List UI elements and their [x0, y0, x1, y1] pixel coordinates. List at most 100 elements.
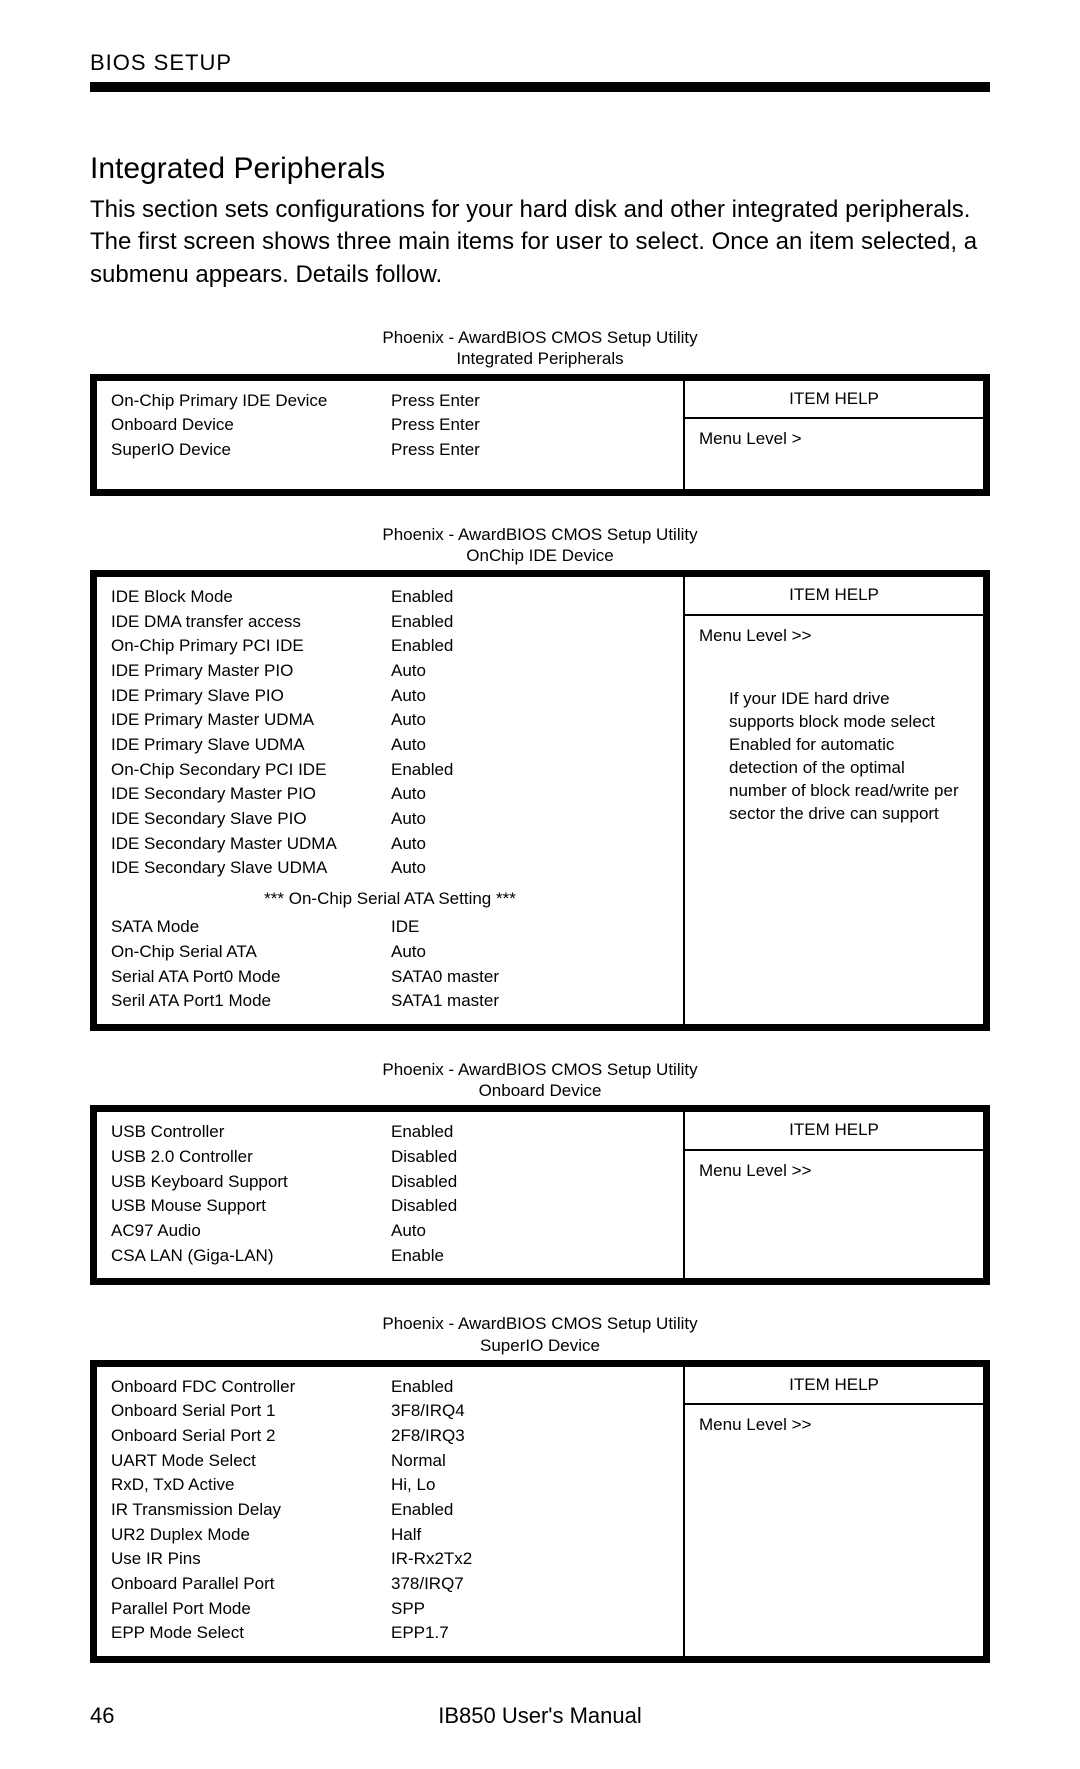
- row-label: IDE Secondary Master UDMA: [111, 832, 391, 857]
- help-body: Menu Level >>: [685, 1405, 983, 1448]
- row-label: IDE Block Mode: [111, 585, 391, 610]
- bios-caption-3: Phoenix - AwardBIOS CMOS Setup Utility O…: [90, 1059, 990, 1102]
- bios-row[interactable]: IDE Primary Master UDMAAuto: [111, 708, 669, 733]
- row-value: Enabled: [391, 1375, 669, 1400]
- bios-row[interactable]: SuperIO DevicePress Enter: [111, 438, 669, 463]
- row-value: Enabled: [391, 585, 669, 610]
- row-label: Serial ATA Port0 Mode: [111, 965, 391, 990]
- bios-box-onboard-device: USB ControllerEnabled USB 2.0 Controller…: [90, 1105, 990, 1285]
- row-label: IDE Secondary Slave UDMA: [111, 856, 391, 881]
- bios-row[interactable]: On-Chip Primary IDE DevicePress Enter: [111, 389, 669, 414]
- bios-box-integrated-peripherals: On-Chip Primary IDE DevicePress Enter On…: [90, 374, 990, 496]
- row-value: Press Enter: [391, 413, 669, 438]
- help-title: ITEM HELP: [685, 577, 983, 616]
- bios-row[interactable]: Onboard DevicePress Enter: [111, 413, 669, 438]
- bios-row[interactable]: IDE DMA transfer accessEnabled: [111, 610, 669, 635]
- help-body: Menu Level >>: [685, 1151, 983, 1194]
- bios-row[interactable]: IDE Secondary Master PIOAuto: [111, 782, 669, 807]
- bios-row[interactable]: IDE Primary Master PIOAuto: [111, 659, 669, 684]
- bios-caption-2: Phoenix - AwardBIOS CMOS Setup Utility O…: [90, 524, 990, 567]
- bios-row[interactable]: Onboard Parallel Port378/IRQ7: [111, 1572, 669, 1597]
- row-label: IR Transmission Delay: [111, 1498, 391, 1523]
- row-label: CSA LAN (Giga-LAN): [111, 1244, 391, 1269]
- bios-help-panel: ITEM HELP Menu Level >>: [683, 1367, 983, 1656]
- bios-row[interactable]: IDE Secondary Slave UDMAAuto: [111, 856, 669, 881]
- row-label: Seril ATA Port1 Mode: [111, 989, 391, 1014]
- row-value: Auto: [391, 659, 669, 684]
- row-value: Press Enter: [391, 438, 669, 463]
- row-label: Onboard Parallel Port: [111, 1572, 391, 1597]
- bios-row[interactable]: IDE Secondary Master UDMAAuto: [111, 832, 669, 857]
- bios-row[interactable]: Onboard Serial Port 13F8/IRQ4: [111, 1399, 669, 1424]
- caption-screen: OnChip IDE Device: [90, 545, 990, 566]
- row-label: Onboard Serial Port 2: [111, 1424, 391, 1449]
- bios-row[interactable]: IDE Block ModeEnabled: [111, 585, 669, 610]
- row-value: Auto: [391, 708, 669, 733]
- bios-row[interactable]: Onboard Serial Port 22F8/IRQ3: [111, 1424, 669, 1449]
- row-value: Half: [391, 1523, 669, 1548]
- bios-row[interactable]: CSA LAN (Giga-LAN)Enable: [111, 1244, 669, 1269]
- bios-row[interactable]: EPP Mode SelectEPP1.7: [111, 1621, 669, 1646]
- bios-row[interactable]: AC97 AudioAuto: [111, 1219, 669, 1244]
- row-value: Disabled: [391, 1170, 669, 1195]
- row-value: Auto: [391, 807, 669, 832]
- bios-row[interactable]: IDE Primary Slave UDMAAuto: [111, 733, 669, 758]
- bios-left-panel: Onboard FDC ControllerEnabled Onboard Se…: [97, 1367, 683, 1656]
- spacer: [790, 1703, 990, 1729]
- row-value: 378/IRQ7: [391, 1572, 669, 1597]
- page-header: BIOS SETUP: [90, 50, 990, 76]
- row-value: IR-Rx2Tx2: [391, 1547, 669, 1572]
- bios-row[interactable]: Serial ATA Port0 ModeSATA0 master: [111, 965, 669, 990]
- bios-row[interactable]: Seril ATA Port1 ModeSATA1 master: [111, 989, 669, 1014]
- bios-row[interactable]: UART Mode SelectNormal: [111, 1449, 669, 1474]
- header-rule: [90, 82, 990, 92]
- row-label: IDE Primary Slave UDMA: [111, 733, 391, 758]
- bios-row[interactable]: RxD, TxD ActiveHi, Lo: [111, 1473, 669, 1498]
- row-value: Normal: [391, 1449, 669, 1474]
- row-label: IDE Secondary Master PIO: [111, 782, 391, 807]
- row-value: Hi, Lo: [391, 1473, 669, 1498]
- bios-row[interactable]: Use IR PinsIR-Rx2Tx2: [111, 1547, 669, 1572]
- bios-row[interactable]: USB Mouse SupportDisabled: [111, 1194, 669, 1219]
- row-value: Auto: [391, 856, 669, 881]
- section-title: Integrated Peripherals: [90, 152, 990, 186]
- bios-row[interactable]: USB 2.0 ControllerDisabled: [111, 1145, 669, 1170]
- section-divider: *** On-Chip Serial ATA Setting ***: [111, 887, 669, 912]
- caption-utility: Phoenix - AwardBIOS CMOS Setup Utility: [90, 327, 990, 348]
- row-label: Onboard Device: [111, 413, 391, 438]
- row-value: 3F8/IRQ4: [391, 1399, 669, 1424]
- intro-text: This section sets configurations for you…: [90, 194, 990, 291]
- manual-page: BIOS SETUP Integrated Peripherals This s…: [0, 0, 1080, 1769]
- row-value: SPP: [391, 1597, 669, 1622]
- bios-row[interactable]: IDE Primary Slave PIOAuto: [111, 684, 669, 709]
- help-title: ITEM HELP: [685, 1367, 983, 1406]
- bios-row[interactable]: Parallel Port ModeSPP: [111, 1597, 669, 1622]
- row-label: Use IR Pins: [111, 1547, 391, 1572]
- bios-row[interactable]: On-Chip Secondary PCI IDEEnabled: [111, 758, 669, 783]
- bios-row[interactable]: IR Transmission DelayEnabled: [111, 1498, 669, 1523]
- row-label: USB Controller: [111, 1120, 391, 1145]
- row-value: Enabled: [391, 758, 669, 783]
- bios-box-superio-device: Onboard FDC ControllerEnabled Onboard Se…: [90, 1360, 990, 1663]
- row-value: SATA1 master: [391, 989, 669, 1014]
- row-label: UR2 Duplex Mode: [111, 1523, 391, 1548]
- manual-name: IB850 User's Manual: [290, 1703, 790, 1729]
- bios-row[interactable]: On-Chip Serial ATAAuto: [111, 940, 669, 965]
- row-label: IDE DMA transfer access: [111, 610, 391, 635]
- bios-row[interactable]: USB ControllerEnabled: [111, 1120, 669, 1145]
- row-label: UART Mode Select: [111, 1449, 391, 1474]
- bios-row[interactable]: UR2 Duplex ModeHalf: [111, 1523, 669, 1548]
- row-value: IDE: [391, 915, 669, 940]
- bios-row[interactable]: USB Keyboard SupportDisabled: [111, 1170, 669, 1195]
- caption-utility: Phoenix - AwardBIOS CMOS Setup Utility: [90, 1059, 990, 1080]
- bios-row[interactable]: SATA ModeIDE: [111, 915, 669, 940]
- bios-row[interactable]: Onboard FDC ControllerEnabled: [111, 1375, 669, 1400]
- help-body: Menu Level >: [685, 419, 983, 462]
- menu-level: Menu Level >>: [699, 1159, 969, 1184]
- bios-caption-1: Phoenix - AwardBIOS CMOS Setup Utility I…: [90, 327, 990, 370]
- bios-row[interactable]: IDE Secondary Slave PIOAuto: [111, 807, 669, 832]
- caption-screen: Onboard Device: [90, 1080, 990, 1101]
- row-label: On-Chip Primary PCI IDE: [111, 634, 391, 659]
- bios-row[interactable]: On-Chip Primary PCI IDEEnabled: [111, 634, 669, 659]
- row-label: On-Chip Primary IDE Device: [111, 389, 391, 414]
